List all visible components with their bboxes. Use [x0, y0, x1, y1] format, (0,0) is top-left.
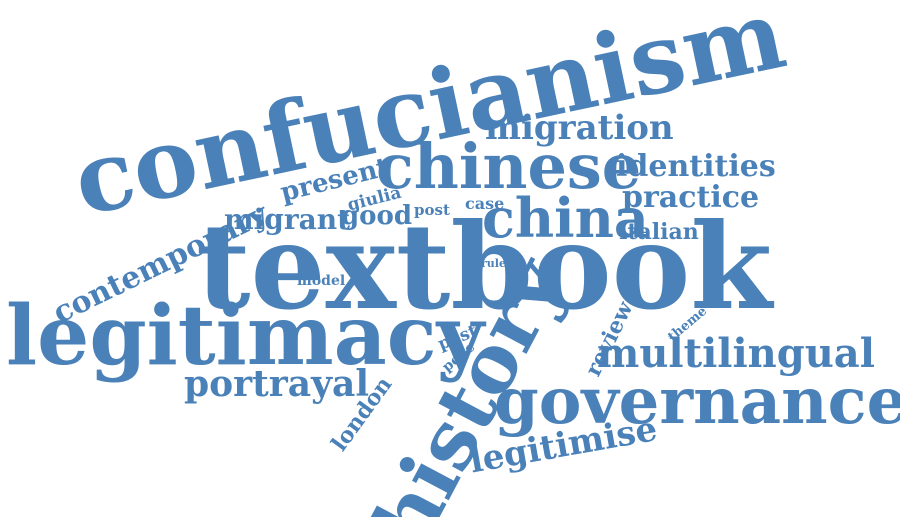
- word-italian: italian: [619, 219, 699, 245]
- word-post: post: [414, 201, 450, 219]
- word-rule: rule: [481, 257, 506, 270]
- word-model: model: [297, 273, 346, 289]
- word-china: china: [482, 186, 649, 250]
- word-migrant: migrant: [224, 203, 351, 236]
- word-good: good: [341, 201, 413, 231]
- word-practice: practice: [622, 180, 760, 215]
- word-governance: governance: [494, 364, 900, 439]
- word-chinese: chinese: [376, 130, 642, 203]
- word-portrayal: portrayal: [184, 363, 369, 405]
- word-multilingual: multilingual: [597, 330, 875, 377]
- word-textbook: textbook: [196, 197, 773, 336]
- word-migration: migration: [485, 108, 674, 148]
- word-legitimacy: legitimacy: [6, 288, 485, 384]
- word-identities: identities: [616, 149, 776, 184]
- word-case: case: [465, 194, 505, 213]
